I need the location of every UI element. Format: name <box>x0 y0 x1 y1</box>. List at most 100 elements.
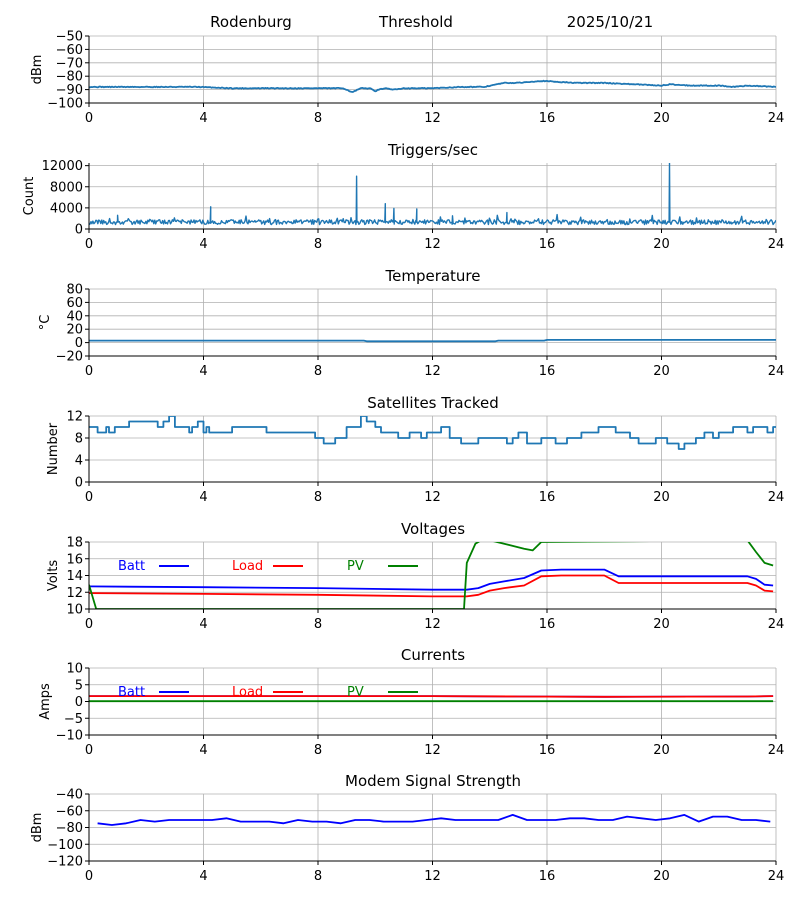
legend-label-pv: PV <box>347 685 364 700</box>
y-tick-label: −20 <box>56 350 83 365</box>
series-line-batt <box>89 568 774 591</box>
panel-title: Temperature <box>384 267 480 285</box>
x-tick-label: 8 <box>314 111 322 126</box>
y-tick-label: −80 <box>56 821 83 836</box>
y-axis-label: dBm <box>30 55 45 85</box>
y-tick-label: 12 <box>66 586 83 601</box>
y-tick-label: −60 <box>56 804 83 819</box>
legend-label-load: Load <box>232 685 263 700</box>
legend-label-batt: Batt <box>118 685 145 700</box>
header-subtitle: Threshold <box>378 13 453 31</box>
legend-label-batt: Batt <box>118 559 145 574</box>
x-tick-label: 4 <box>199 111 207 126</box>
y-axis-label: Count <box>22 177 37 216</box>
y-tick-label: −120 <box>47 855 83 870</box>
y-tick-label: 0 <box>75 223 83 238</box>
x-tick-label: 0 <box>85 869 93 884</box>
x-tick-label: 20 <box>653 364 670 379</box>
y-tick-label: 16 <box>66 552 83 567</box>
series-line-satellites <box>89 416 776 450</box>
y-axis-label: dBm <box>30 813 45 843</box>
header-date: 2025/10/21 <box>567 13 653 31</box>
y-tick-label: 5 <box>75 678 83 693</box>
y-tick-label: −80 <box>56 70 83 85</box>
x-tick-label: 16 <box>539 111 556 126</box>
x-tick-label: 0 <box>85 743 93 758</box>
x-tick-label: 4 <box>199 237 207 252</box>
x-tick-label: 24 <box>768 869 785 884</box>
panel-title: Satellites Tracked <box>367 394 498 412</box>
x-tick-label: 16 <box>539 617 556 632</box>
x-tick-label: 20 <box>653 617 670 632</box>
header-station: Rodenburg <box>210 13 292 31</box>
x-tick-label: 24 <box>768 364 785 379</box>
y-tick-label: 12 <box>66 410 83 425</box>
y-tick-label: 80 <box>66 283 83 298</box>
x-tick-label: 16 <box>539 743 556 758</box>
x-tick-label: 16 <box>539 237 556 252</box>
y-tick-label: 4000 <box>50 201 83 216</box>
x-tick-label: 12 <box>424 111 441 126</box>
x-tick-label: 12 <box>424 869 441 884</box>
series-line-triggers <box>89 163 776 226</box>
x-tick-label: 4 <box>199 490 207 505</box>
x-tick-label: 12 <box>424 490 441 505</box>
x-tick-label: 12 <box>424 743 441 758</box>
x-tick-label: 24 <box>768 490 785 505</box>
x-tick-label: 4 <box>199 364 207 379</box>
series-line-load <box>89 574 774 598</box>
y-tick-label: 40 <box>66 309 83 324</box>
x-tick-label: 12 <box>424 237 441 252</box>
y-tick-label: 10 <box>66 603 83 618</box>
x-tick-label: 8 <box>314 364 322 379</box>
x-tick-label: 24 <box>768 237 785 252</box>
panel-0: 0 4 8 12 16 20 24 −100−90−80−70−60−50 dBm <box>30 30 784 127</box>
y-tick-label: 18 <box>66 536 83 551</box>
x-tick-label: 20 <box>653 743 670 758</box>
x-tick-label: 16 <box>539 364 556 379</box>
panel-3: 0 4 8 12 16 20 24 0 4 8 12 Satellites Tracked Number <box>46 394 784 505</box>
x-tick-label: 20 <box>653 490 670 505</box>
x-tick-label: 24 <box>768 743 785 758</box>
x-tick-label: 4 <box>199 869 207 884</box>
y-tick-label: −10 <box>56 729 83 744</box>
x-tick-label: 8 <box>314 743 322 758</box>
y-tick-label: 0 <box>75 476 83 491</box>
y-tick-label: −100 <box>47 97 83 112</box>
x-tick-label: 0 <box>85 490 93 505</box>
y-tick-label: 20 <box>66 323 83 338</box>
x-tick-label: 20 <box>653 237 670 252</box>
x-tick-label: 8 <box>314 237 322 252</box>
y-tick-label: −70 <box>56 56 83 71</box>
panel-title: Modem Signal Strength <box>345 772 521 790</box>
y-tick-label: 12000 <box>42 159 83 174</box>
x-tick-label: 16 <box>539 869 556 884</box>
x-tick-label: 12 <box>424 617 441 632</box>
x-tick-label: 0 <box>85 364 93 379</box>
x-tick-label: 0 <box>85 111 93 126</box>
panel-title: Triggers/sec <box>387 141 478 159</box>
y-axis-label: Amps <box>38 683 53 720</box>
series-line-threshold <box>89 79 776 93</box>
x-tick-label: 8 <box>314 490 322 505</box>
series-line-load <box>89 695 774 698</box>
panel-6: 0 4 8 12 16 20 24 −120 −100 −80 −60−40 Modem Signal… <box>30 772 784 884</box>
y-axis-label: Number <box>46 422 61 475</box>
x-tick-label: 8 <box>314 617 322 632</box>
y-tick-label: 10 <box>66 662 83 677</box>
panel-5: 0 4 8 12 16 20 24 −10 −5 0 510 Currents Amps Batt Load… <box>38 646 784 758</box>
series-line-signal <box>97 814 771 826</box>
y-tick-label: 8 <box>75 432 83 447</box>
series-line-pv <box>89 542 774 609</box>
y-tick-label: −5 <box>64 712 83 727</box>
y-tick-label: −50 <box>56 30 83 45</box>
panel-1: 0 4 8 12 16 20 24 0 4000 8000 12000 Triggers/sec Cou… <box>22 141 784 252</box>
x-tick-label: 8 <box>314 869 322 884</box>
x-tick-label: 0 <box>85 617 93 632</box>
y-tick-label: 0 <box>75 695 83 710</box>
y-tick-label: −100 <box>47 838 83 853</box>
y-tick-label: 60 <box>66 296 83 311</box>
